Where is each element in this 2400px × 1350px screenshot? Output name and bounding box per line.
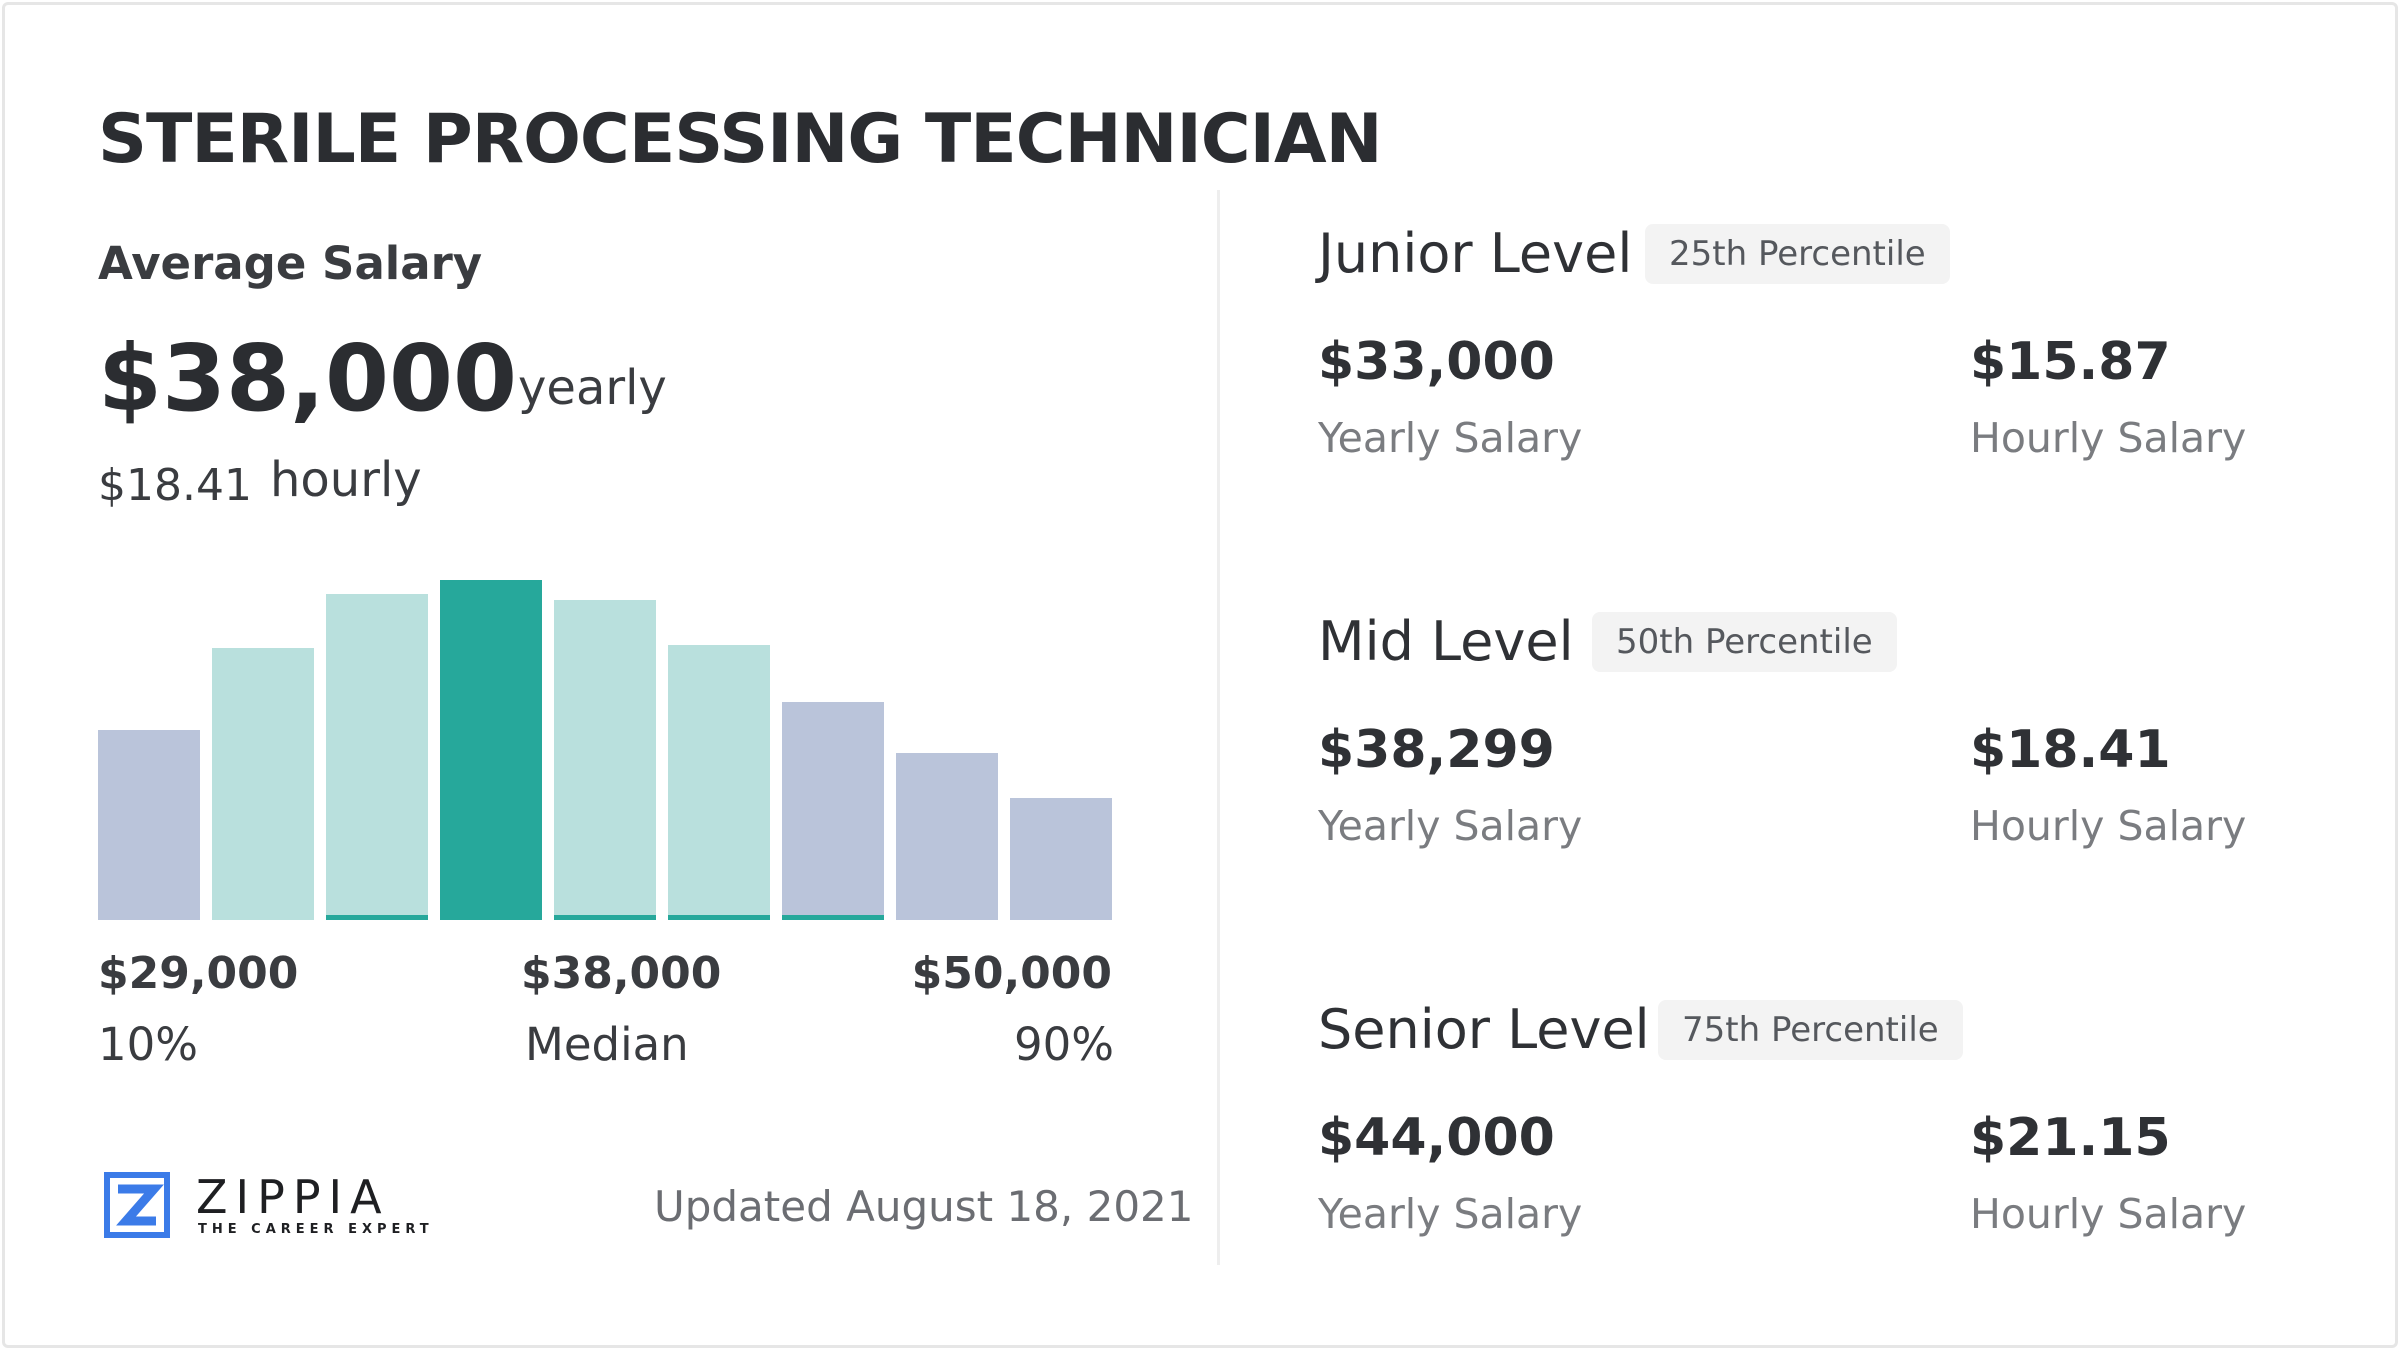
level-hourly-label: Hourly Salary	[1970, 414, 2247, 462]
bar-9	[1010, 797, 1112, 920]
bar-8	[896, 753, 998, 920]
bar-1	[98, 729, 200, 920]
tick-label-median: Median	[525, 1018, 689, 1071]
level-yearly-label: Yearly Salary	[1318, 414, 1583, 462]
divider	[1217, 190, 1220, 1265]
tick-value-low: $29,000	[98, 948, 299, 999]
level-name: Mid Level	[1318, 610, 1574, 673]
level-hourly-salary: $18.41	[1970, 720, 2171, 780]
level-yearly-salary: $38,299	[1318, 720, 1555, 780]
logo-tagline: THE CAREER EXPERT	[198, 1222, 434, 1237]
bar-4	[440, 580, 542, 920]
zippia-logo[interactable]: ZIPPIA THE CAREER EXPERT	[104, 1170, 429, 1248]
level-hourly-salary: $15.87	[1970, 332, 2171, 392]
tick-value-high: $50,000	[911, 948, 1112, 999]
tick-label-low: 10%	[98, 1018, 199, 1071]
tick-value-median: $38,000	[521, 948, 722, 999]
bar-3	[326, 593, 428, 920]
percentile-badge: 50th Percentile	[1592, 612, 1897, 672]
bar-7	[782, 702, 884, 920]
level-name: Senior Level	[1318, 998, 1650, 1061]
bar-2	[212, 648, 314, 920]
hourly-unit: hourly	[270, 452, 422, 508]
zippia-logo-icon	[104, 1172, 170, 1238]
percentile-badge: 75th Percentile	[1658, 1000, 1963, 1060]
salary-distribution-chart	[98, 560, 1112, 920]
level-yearly-label: Yearly Salary	[1318, 802, 1583, 850]
level-hourly-label: Hourly Salary	[1970, 802, 2247, 850]
updated-date: Updated August 18, 2021	[654, 1182, 1194, 1231]
average-yearly-salary: $38,000	[98, 325, 518, 432]
yearly-unit: yearly	[518, 360, 667, 416]
level-hourly-label: Hourly Salary	[1970, 1190, 2247, 1238]
level-yearly-salary: $33,000	[1318, 332, 1555, 392]
average-salary-label: Average Salary	[98, 237, 483, 290]
bar-5	[554, 600, 656, 920]
level-name: Junior Level	[1318, 222, 1633, 285]
level-yearly-label: Yearly Salary	[1318, 1190, 1583, 1238]
level-hourly-salary: $21.15	[1970, 1108, 2171, 1168]
page-title: STERILE PROCESSING TECHNICIAN	[98, 100, 1382, 179]
percentile-badge: 25th Percentile	[1645, 224, 1950, 284]
level-yearly-salary: $44,000	[1318, 1108, 1555, 1168]
tick-label-high: 90%	[1013, 1018, 1114, 1071]
bar-6	[668, 644, 770, 920]
average-hourly-salary: $18.41	[98, 460, 252, 511]
logo-wordmark: ZIPPIA	[196, 1170, 390, 1224]
